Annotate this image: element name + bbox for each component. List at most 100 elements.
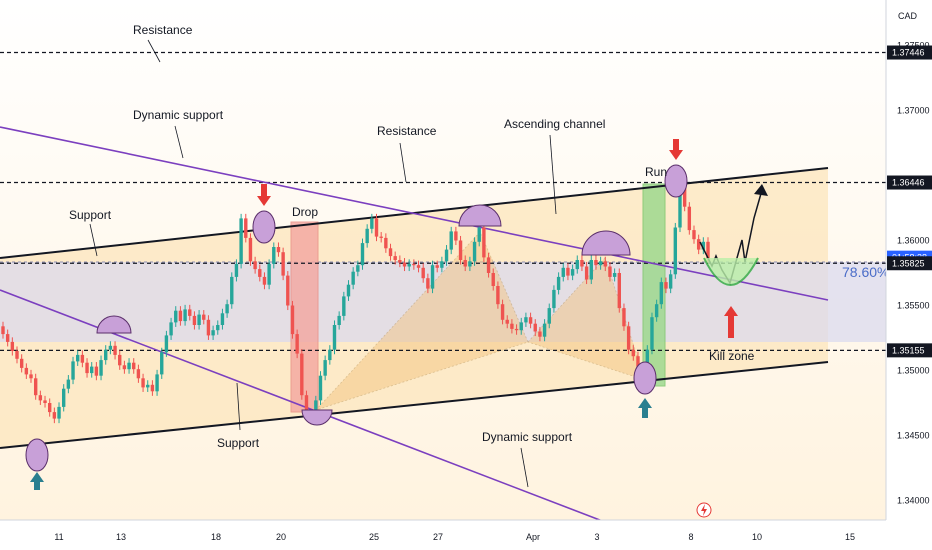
- candle: [234, 259, 239, 282]
- candle: [281, 247, 285, 281]
- candle: [146, 380, 150, 392]
- candle: [76, 350, 80, 366]
- price-label-box-s-low: [887, 343, 932, 358]
- candle: [346, 280, 351, 301]
- price-label-s-low: 1.35155: [892, 345, 925, 355]
- candle: [505, 315, 509, 329]
- candle: [155, 369, 159, 396]
- candle: [435, 260, 439, 273]
- candle: [659, 277, 664, 309]
- candle: [458, 235, 463, 265]
- candle: [454, 226, 458, 246]
- candle: [104, 345, 108, 365]
- candle: [421, 263, 425, 283]
- candle: [622, 303, 626, 331]
- candle: [612, 268, 617, 282]
- annotation-ascending-channel: Ascending channel: [504, 117, 605, 131]
- candle: [29, 369, 33, 383]
- candle: [206, 315, 211, 340]
- y-tick-label: 1.36000: [897, 236, 930, 246]
- y-tick-label: 1.37500: [897, 41, 930, 51]
- candle: [426, 273, 430, 294]
- x-tick-label: 15: [845, 532, 855, 542]
- pointer-ascending-channel: [549, 134, 557, 215]
- price-label-box-r-top: [887, 45, 932, 60]
- candle: [365, 224, 369, 248]
- candle: [94, 362, 99, 381]
- candle: [463, 255, 467, 272]
- lightning-bolt-icon: [701, 504, 707, 516]
- candle: [272, 242, 276, 269]
- candle: [262, 272, 267, 290]
- candle: [19, 354, 24, 373]
- candle: [328, 345, 332, 365]
- arrow-down-icon: [669, 139, 683, 160]
- candle: [356, 260, 360, 277]
- candle: [701, 237, 706, 255]
- candle: [468, 256, 472, 272]
- candle: [33, 373, 38, 400]
- x-axis-ticks: 11 13 18 20 25 27 Apr 3 8 10 15: [54, 532, 855, 542]
- y-tick-label: 1.34000: [897, 496, 930, 506]
- candle: [169, 317, 173, 340]
- x-tick-label: 3: [594, 532, 599, 542]
- pattern-triangle-1: [314, 231, 529, 411]
- candle: [1, 321, 5, 339]
- y-tick-label: 1.35000: [897, 366, 930, 376]
- candle: [351, 267, 355, 290]
- annotation-dynamic-support-bottom: Dynamic support: [482, 430, 573, 444]
- candle: [244, 213, 248, 243]
- candle: [542, 319, 547, 342]
- arrow-up-icon: [724, 306, 738, 338]
- candle: [267, 259, 271, 290]
- bump-marker-2: [458, 204, 502, 227]
- channel-lower-line[interactable]: [0, 361, 829, 449]
- candle: [547, 303, 551, 329]
- candle: [654, 299, 659, 322]
- dynamic-support-line-upper[interactable]: [0, 126, 829, 301]
- candle: [132, 358, 136, 374]
- candle: [416, 260, 421, 273]
- candle: [566, 263, 570, 281]
- candle: [24, 363, 29, 379]
- bump-marker-3: [581, 230, 631, 256]
- annotation-drop: Drop: [292, 205, 318, 219]
- candle: [430, 260, 435, 294]
- candle: [519, 317, 523, 335]
- candle: [668, 269, 673, 294]
- candle: [47, 398, 52, 417]
- candle: [444, 245, 449, 266]
- candle: [584, 261, 589, 285]
- price-label-r-mid: 1.36446: [892, 178, 925, 188]
- candle: [183, 304, 187, 326]
- annotation-resistance-mid: Resistance: [377, 124, 437, 138]
- candle: [5, 329, 10, 347]
- candle: [230, 272, 234, 309]
- annotation-support-left: Support: [69, 208, 112, 222]
- candle: [332, 320, 337, 355]
- bump-marker-4: [301, 409, 333, 426]
- annotation-resistance-top: Resistance: [133, 23, 193, 37]
- pattern-triangle-2: [527, 257, 646, 381]
- candle: [216, 320, 220, 335]
- pointer-support-left: [89, 223, 98, 257]
- candle: [43, 395, 47, 408]
- candle: [556, 272, 561, 295]
- candle: [477, 222, 481, 247]
- candle: [388, 243, 393, 261]
- candle: [449, 226, 453, 255]
- pointer-resistance-top: [147, 39, 161, 63]
- candle: [197, 310, 201, 330]
- bump-marker-1: [96, 315, 132, 334]
- candle: [253, 256, 257, 274]
- drop-box: [290, 221, 319, 413]
- annotation-run: Run: [645, 165, 667, 179]
- candle: [524, 312, 528, 327]
- candle: [10, 337, 15, 356]
- candle: [533, 319, 537, 337]
- candle: [594, 255, 598, 270]
- candle: [696, 234, 701, 255]
- price-label-fib: 1.35825: [892, 258, 925, 268]
